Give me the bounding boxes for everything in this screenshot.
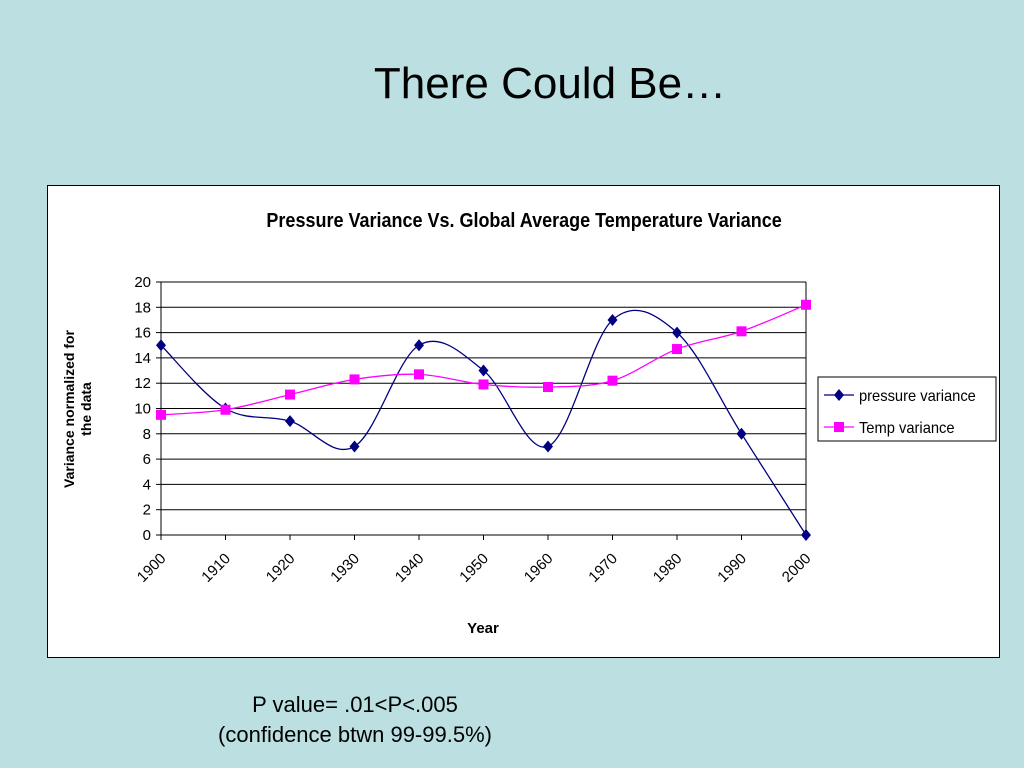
x-tick-label: 1970	[585, 550, 621, 586]
x-tick-label: 1900	[134, 550, 170, 586]
confidence-caption: (confidence btwn 99-99.5%)	[218, 722, 492, 747]
p-value-caption: P value= .01<P<.005	[252, 692, 458, 717]
y-tick-label: 4	[143, 476, 151, 493]
x-tick-label: 1980	[650, 550, 686, 586]
temp-data-point	[220, 404, 231, 415]
y-axis-title: Variance normalized forthe data	[61, 329, 94, 487]
temp-data-point	[736, 326, 747, 337]
temp-data-point	[285, 389, 295, 400]
legend: pressure variance Temp variance	[817, 376, 997, 442]
x-tick-label: 1920	[263, 550, 299, 586]
y-axis-title-text: Variance normalized forthe data	[61, 329, 94, 487]
temp-data-point	[414, 369, 424, 380]
temp-data-point	[801, 299, 811, 310]
y-tick-label: 0	[143, 527, 151, 544]
y-tick-labels: 0 2 4 6 8 10 12 14 16 18 20	[134, 274, 151, 544]
temp-data-point	[672, 344, 682, 355]
pressure-data-point	[801, 529, 811, 541]
pressure-data-point	[285, 415, 295, 428]
legend-label: Temp variance	[859, 419, 955, 437]
line-chart: Pressure Variance Vs. Global Average Tem…	[61, 210, 997, 637]
x-tick-label: 1940	[392, 550, 428, 586]
legend-label: pressure variance	[859, 387, 976, 405]
series-lines	[160, 304, 807, 536]
y-tick-label: 20	[134, 274, 151, 291]
y-tick-label: 6	[143, 451, 151, 468]
y-tick-label: 16	[134, 325, 151, 342]
pressure-data-point	[543, 440, 553, 453]
temp-data-point	[156, 409, 166, 420]
pressure-data-point	[349, 440, 360, 453]
pressure-data-point	[414, 339, 424, 352]
x-tick-label: 1910	[198, 550, 234, 586]
x-tick-labels: 1900 1910 1920 1930 1940 1950 1960 1970 1980 1990…	[134, 550, 815, 586]
legend-square-icon	[834, 422, 844, 432]
y-tick-label: 12	[134, 375, 151, 392]
legend-diamond-icon	[834, 389, 844, 401]
y-tick-label: 18	[134, 299, 151, 316]
y-tick-label: 2	[143, 502, 151, 519]
chart-title: Pressure Variance Vs. Global Average Tem…	[266, 210, 781, 232]
pressure-data-point	[672, 326, 682, 339]
temp-data-point	[478, 379, 489, 390]
temp-data-point	[607, 375, 618, 386]
x-tick-label: 1930	[327, 550, 363, 586]
x-tick-label: 1950	[456, 550, 492, 586]
temp-data-point	[349, 374, 360, 385]
pressure-data-point	[156, 339, 166, 352]
x-tick-label: 1960	[521, 550, 557, 586]
x-tick-label: 2000	[779, 550, 815, 586]
slide-title: There Could Be…	[373, 59, 727, 108]
y-tick-label: 14	[134, 350, 151, 367]
pressure-data-point	[478, 364, 489, 377]
x-axis-title: Year	[467, 620, 499, 637]
series-line-pressure	[160, 309, 807, 536]
series-markers	[156, 299, 811, 541]
axes	[156, 281, 807, 540]
legend-box	[817, 376, 997, 442]
y-tick-label: 8	[143, 426, 151, 443]
chart-frame: Pressure Variance Vs. Global Average Tem…	[47, 185, 1000, 658]
y-tick-label: 10	[134, 401, 151, 418]
series-line-temp	[160, 304, 807, 416]
pressure-data-point	[736, 427, 747, 440]
pressure-data-point	[607, 313, 618, 326]
gridlines	[161, 281, 806, 511]
x-tick-label: 1990	[714, 550, 750, 586]
temp-data-point	[543, 381, 553, 392]
